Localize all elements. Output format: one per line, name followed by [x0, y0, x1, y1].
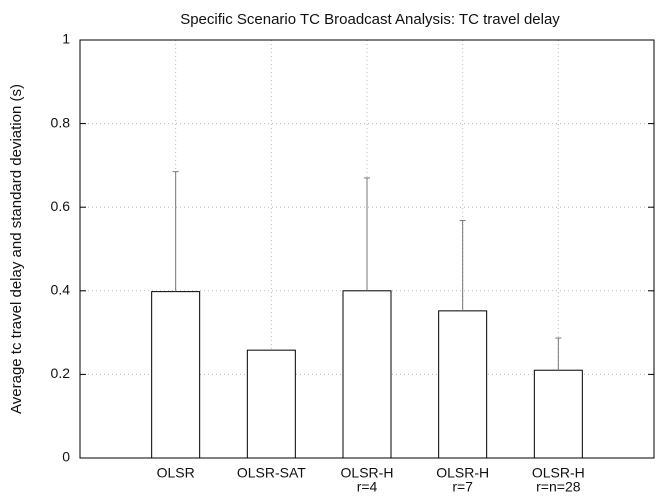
- bar: [533, 369, 583, 459]
- x-tick-label: OLSR-SAT: [237, 465, 306, 481]
- chart-title: Specific Scenario TC Broadcast Analysis:…: [180, 11, 560, 28]
- bar: [438, 310, 488, 459]
- bar: [151, 291, 201, 459]
- y-tick-label: 0: [62, 449, 70, 465]
- x-tick-label: r=7: [452, 479, 473, 495]
- y-tick-label: 1: [62, 31, 70, 47]
- y-axis-label: Average tc travel delay and standard dev…: [8, 84, 25, 414]
- x-tick-label: OLSR-H: [341, 465, 394, 481]
- y-tick-label: 0.6: [51, 198, 71, 214]
- x-tick-label: OLSR-H: [436, 465, 489, 481]
- y-tick-label: 0.2: [51, 365, 71, 381]
- y-tick-label: 0.8: [51, 114, 71, 130]
- x-tick-label: r=4: [357, 479, 378, 495]
- x-tick-label: r=n=28: [536, 479, 581, 495]
- bar: [246, 349, 296, 459]
- plot-frame: [79, 39, 655, 459]
- x-tick-label: OLSR-H: [532, 465, 585, 481]
- bar: [342, 290, 392, 459]
- y-tick-label: 0.4: [51, 282, 71, 298]
- x-tick-label: OLSR: [157, 465, 195, 481]
